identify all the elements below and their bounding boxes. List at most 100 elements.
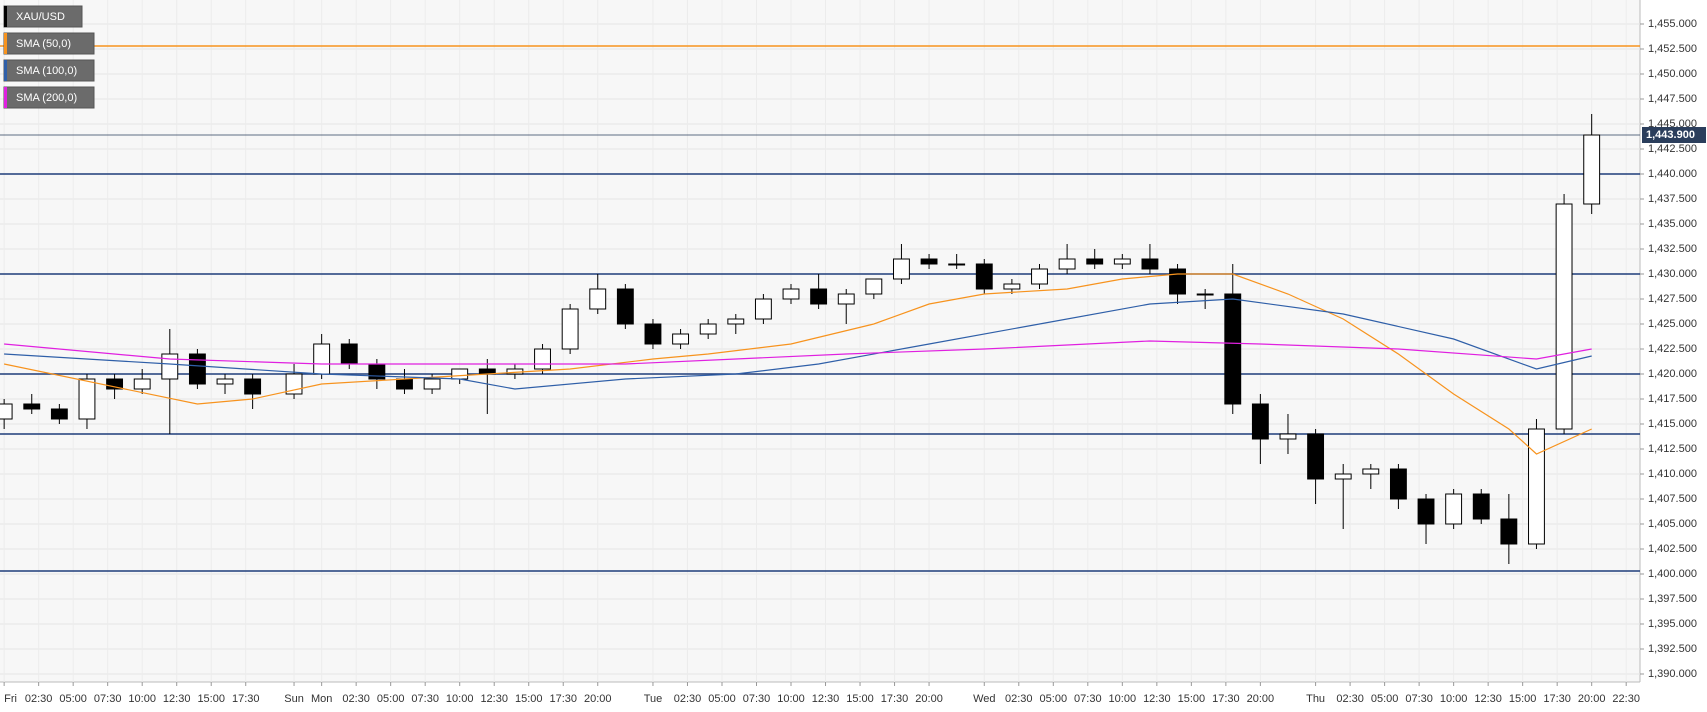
candle-body: [1417, 498, 1435, 525]
last-price-box: [1642, 127, 1706, 143]
candle-body: [727, 318, 745, 325]
y-tick-label: 1,405.000: [1648, 518, 1697, 530]
candle-body: [1472, 493, 1490, 520]
legend-swatch: [4, 6, 7, 27]
candle-body: [1224, 293, 1242, 405]
candle-body: [1031, 268, 1048, 285]
y-tick-label: 1,395.000: [1648, 618, 1697, 630]
y-tick-label: 1,417.500: [1648, 393, 1697, 405]
x-tick-label: 07:30: [1405, 693, 1433, 705]
candle-body: [1003, 283, 1021, 290]
candle-body: [1528, 428, 1545, 545]
candle-body: [920, 258, 938, 265]
x-tick-label: 12:30: [480, 693, 508, 705]
candle-body: [423, 378, 441, 390]
y-tick-label: 1,420.000: [1648, 368, 1697, 380]
legend-swatch: [4, 33, 7, 54]
x-tick-label: 05:00: [377, 693, 405, 705]
candle-body: [244, 378, 262, 395]
candle-body: [1169, 268, 1186, 295]
candle-body: [451, 368, 469, 380]
candle-body: [1113, 258, 1131, 265]
candle-body: [699, 323, 717, 335]
sma-line: [4, 298, 1592, 390]
x-tick-label: 15:00: [1509, 693, 1537, 705]
y-tick-label: 1,430.000: [1648, 268, 1697, 280]
y-tick-label: 1,442.500: [1648, 143, 1697, 155]
x-tick-label: 15:00: [515, 693, 543, 705]
x-tick-label: 02:30: [674, 693, 702, 705]
y-tick-label: 1,437.500: [1648, 193, 1697, 205]
y-tick-label: 1,410.000: [1648, 468, 1697, 480]
legend-label: SMA (100,0): [16, 65, 77, 77]
candle-body: [893, 258, 910, 280]
y-tick-label: 1,435.000: [1648, 218, 1697, 230]
x-tick-label: 20:00: [1578, 693, 1606, 705]
sma-line: [4, 340, 1592, 365]
y-tick-label: 1,412.500: [1648, 443, 1697, 455]
x-tick-label: 05:00: [1371, 693, 1399, 705]
legend-label: SMA (200,0): [16, 92, 77, 104]
x-tick-label: 15:00: [1178, 693, 1206, 705]
candle-body: [810, 288, 828, 305]
y-tick-label: 1,407.500: [1648, 493, 1697, 505]
candle-body: [1334, 473, 1352, 480]
y-tick-label: 1,440.000: [1648, 168, 1697, 180]
candle-body: [534, 348, 551, 370]
y-tick-label: 1,392.500: [1648, 643, 1697, 655]
candle-body: [161, 353, 179, 380]
candle-body: [975, 263, 993, 290]
y-tick-label: 1,455.000: [1648, 18, 1697, 30]
candle-body: [1196, 293, 1214, 296]
x-tick-label: 17:30: [881, 693, 909, 705]
y-tick-label: 1,432.500: [1648, 243, 1697, 255]
candle-body: [396, 378, 413, 390]
x-tick-label: 10:00: [1109, 693, 1137, 705]
x-tick-label: 20:00: [584, 693, 612, 705]
x-tick-label: 12:30: [1474, 693, 1502, 705]
x-tick-label: 20:00: [1247, 693, 1275, 705]
x-tick-label: 10:00: [777, 693, 805, 705]
candle-body: [1086, 258, 1104, 265]
x-tick-label: 07:30: [411, 693, 439, 705]
x-tick-label: 10:00: [446, 693, 474, 705]
y-tick-label: 1,425.000: [1648, 318, 1697, 330]
x-tick-label: 07:30: [743, 693, 771, 705]
x-tick-label: 02:30: [1336, 693, 1364, 705]
x-tick-label: Sun: [284, 693, 304, 705]
candle-body: [1362, 468, 1380, 475]
candle-body: [1500, 518, 1518, 545]
y-tick-label: 1,452.500: [1648, 43, 1697, 55]
y-tick-label: 1,450.000: [1648, 68, 1697, 80]
candle-body: [837, 293, 855, 305]
candle-body: [340, 343, 358, 365]
candle-body: [0, 403, 13, 420]
candle-body: [1307, 433, 1325, 480]
y-tick-label: 1,415.000: [1648, 418, 1697, 430]
y-tick-label: 1,400.000: [1648, 568, 1697, 580]
candle-body: [948, 263, 966, 266]
sma-line: [3, 273, 1592, 455]
candle-body: [216, 378, 234, 385]
x-tick-label: 17:30: [1212, 693, 1240, 705]
candle-body: [1141, 258, 1159, 270]
candle-body: [133, 378, 151, 390]
candle-body: [23, 403, 41, 410]
x-tick-label: 02:30: [25, 693, 53, 705]
y-tick-label: 1,445.000: [1648, 118, 1697, 130]
candle-body: [1555, 203, 1573, 430]
last-price-label: 1,443.900: [1646, 129, 1695, 141]
y-tick-label: 1,427.500: [1648, 293, 1697, 305]
x-tick-label: Thu: [1306, 693, 1325, 705]
x-tick-label: 17:30: [549, 693, 577, 705]
candle-body: [782, 288, 800, 300]
x-tick-label: 10:00: [128, 693, 156, 705]
x-tick-label: 15:00: [846, 693, 874, 705]
candle-body: [188, 353, 206, 385]
candle-body: [313, 343, 331, 375]
x-tick-label: 05:00: [59, 693, 87, 705]
candle-body: [561, 308, 579, 350]
x-tick-label: 07:30: [94, 693, 122, 705]
x-tick-label: Wed: [973, 693, 995, 705]
